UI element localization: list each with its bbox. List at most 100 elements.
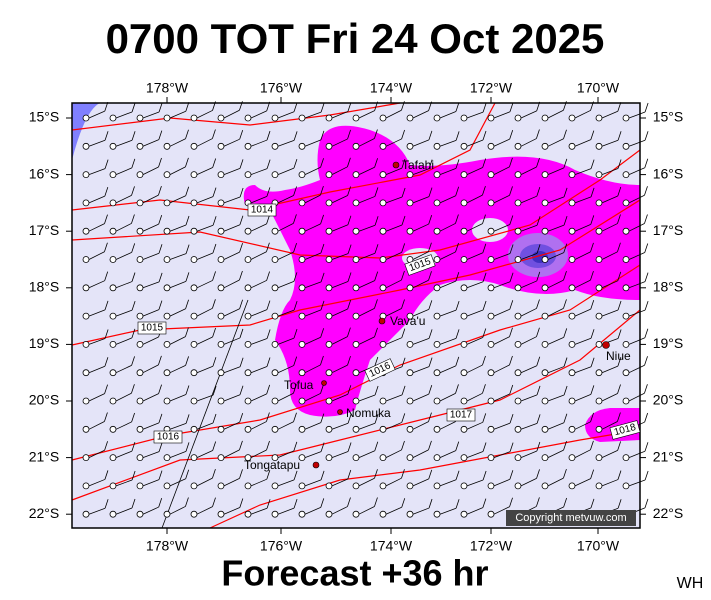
- barb-shaft: [574, 394, 592, 402]
- barb-station: [595, 142, 603, 150]
- barb-shaft: [223, 279, 240, 289]
- barb-shaft: [169, 166, 186, 175]
- barb-station: [190, 199, 198, 207]
- barb-shaft: [115, 421, 132, 430]
- barb-shaft: [466, 139, 484, 147]
- barb-shaft: [466, 451, 484, 458]
- barb-station: [541, 312, 549, 320]
- barb-flag: [239, 469, 243, 479]
- barb-flag: [347, 272, 352, 282]
- barb-flag: [590, 270, 594, 281]
- barb-shaft: [115, 479, 133, 487]
- barb-station: [379, 171, 387, 179]
- barb-flag: [266, 412, 270, 422]
- barb-flag: [374, 356, 379, 367]
- barb-flag: [293, 214, 297, 224]
- barb-shaft: [574, 223, 591, 232]
- barb-shaft: [439, 140, 457, 147]
- barb-flag: [617, 159, 622, 169]
- barb-shaft: [493, 253, 511, 260]
- barb-station: [136, 369, 144, 377]
- barb-station: [541, 227, 549, 235]
- barb-station: [352, 114, 360, 122]
- barb-station: [460, 397, 468, 405]
- barb-shaft: [385, 449, 402, 458]
- barb-flag: [185, 497, 189, 507]
- barb-flag: [428, 214, 433, 225]
- barb-shaft: [520, 365, 537, 374]
- barb-station: [298, 482, 306, 490]
- barb-shaft: [358, 506, 375, 515]
- barb-flag: [347, 356, 351, 366]
- barb-station: [298, 199, 306, 207]
- barb-flag: [374, 187, 379, 197]
- barb-station: [325, 425, 333, 433]
- barb-station: [163, 171, 171, 179]
- barb-flag: [509, 497, 513, 507]
- barb-flag: [401, 469, 405, 479]
- barb-flag: [617, 271, 622, 281]
- barb-shaft: [223, 308, 240, 317]
- barb-shaft: [601, 421, 618, 430]
- barb-flag: [617, 300, 622, 311]
- barb-flag: [239, 270, 243, 281]
- barb-flag: [185, 442, 190, 452]
- barb-shaft: [250, 507, 268, 515]
- barb-flag: [455, 271, 460, 282]
- barb-station: [352, 510, 360, 518]
- barb-shaft: [412, 421, 429, 430]
- barb-shaft: [88, 280, 105, 289]
- barb-shaft: [277, 280, 295, 289]
- barb-station: [487, 482, 495, 490]
- barb-flag: [320, 214, 324, 224]
- longitude-label: 174°W: [370, 538, 413, 554]
- barb-flag: [347, 442, 352, 452]
- barb-station: [541, 114, 549, 122]
- barb-flag: [563, 468, 567, 479]
- barb-flag: [455, 329, 460, 339]
- barb-shaft: [439, 280, 456, 289]
- barb-station: [109, 482, 117, 490]
- barb-shaft: [304, 479, 322, 487]
- barb-station: [487, 142, 495, 150]
- barb-flag: [644, 243, 649, 253]
- barb-station: [325, 142, 333, 150]
- barb-station: [190, 284, 198, 292]
- barb-flag: [104, 242, 108, 252]
- barb-station: [541, 284, 549, 292]
- barb-shaft: [412, 309, 429, 317]
- barb-flag: [212, 243, 217, 254]
- barb-station: [595, 171, 603, 179]
- barb-flag: [482, 498, 487, 508]
- barb-station: [595, 227, 603, 235]
- barb-station: [109, 340, 117, 348]
- barb-shaft: [520, 253, 538, 260]
- barb-shaft: [115, 364, 132, 374]
- barb-shaft: [574, 168, 592, 175]
- barb-station: [244, 454, 252, 462]
- barb-shaft: [142, 451, 160, 458]
- barb-flag: [482, 272, 487, 282]
- barb-flag: [563, 216, 568, 226]
- barb-station: [325, 227, 333, 235]
- barb-shaft: [520, 422, 538, 430]
- barb-flag: [158, 244, 163, 254]
- barb-shaft: [466, 194, 483, 204]
- isobar-label: 1014: [251, 205, 274, 216]
- barb-shaft: [547, 337, 564, 345]
- barb-flag: [509, 130, 514, 140]
- barb-shaft: [142, 194, 159, 204]
- barb-flag: [590, 440, 594, 450]
- barb-flag: [617, 186, 622, 197]
- barb-station: [379, 482, 387, 490]
- barb-shaft: [196, 196, 214, 204]
- barb-shaft: [169, 336, 186, 345]
- barb-shaft: [439, 479, 457, 487]
- barb-station: [217, 256, 225, 263]
- barb-shaft: [250, 449, 267, 458]
- barb-shaft: [385, 196, 403, 204]
- latitude-label: 15°S: [653, 109, 684, 125]
- barb-station: [433, 199, 441, 207]
- barb-station: [325, 510, 333, 518]
- barb-shaft: [250, 338, 268, 345]
